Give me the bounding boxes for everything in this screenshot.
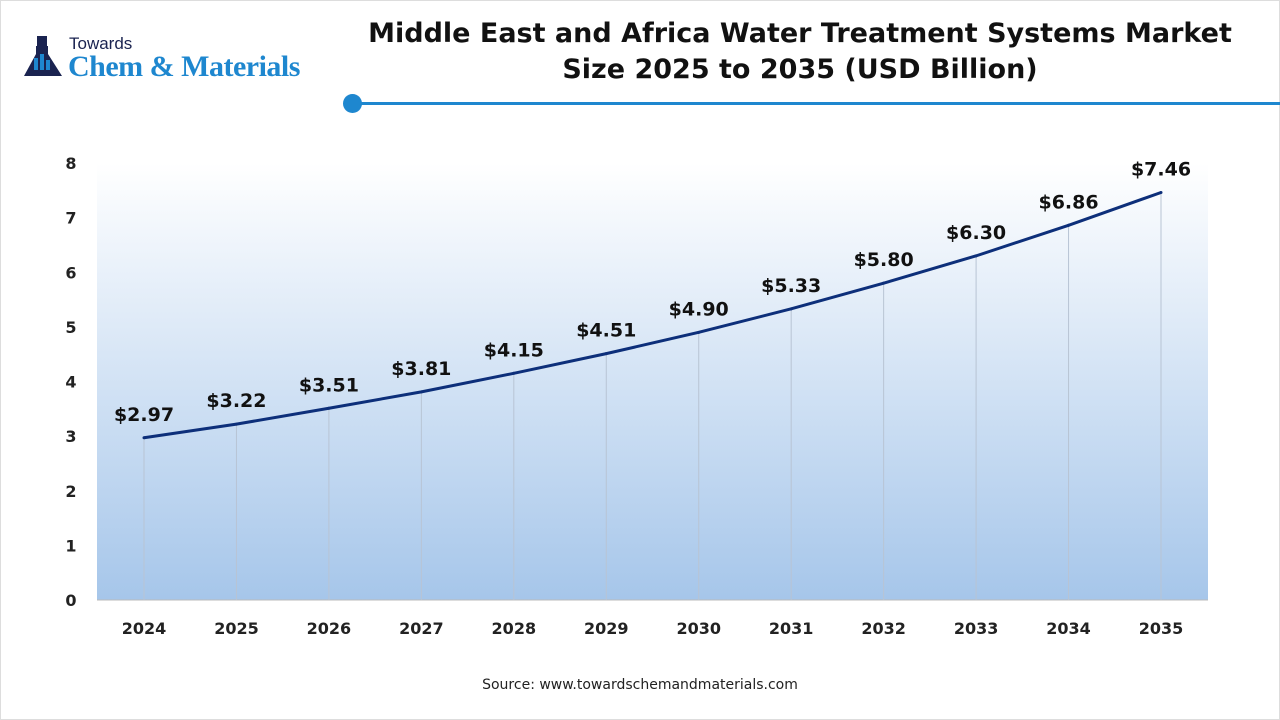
title-rule-dot bbox=[343, 94, 362, 113]
data-point bbox=[142, 436, 146, 440]
data-point bbox=[419, 390, 423, 394]
data-point bbox=[512, 371, 516, 375]
data-label: $7.46 bbox=[1131, 158, 1191, 180]
data-label: $4.15 bbox=[484, 339, 544, 361]
x-tick-label: 2033 bbox=[954, 619, 999, 638]
data-label: $6.30 bbox=[946, 222, 1006, 244]
data-label: $3.22 bbox=[206, 390, 266, 412]
data-point bbox=[1067, 223, 1071, 227]
data-point bbox=[604, 352, 608, 356]
data-label: $5.80 bbox=[854, 249, 914, 271]
y-tick-label: 2 bbox=[65, 482, 76, 501]
plot-area bbox=[97, 163, 1208, 600]
data-label: $3.51 bbox=[299, 374, 359, 396]
source-note: Source: www.towardschemandmaterials.com bbox=[482, 677, 798, 693]
x-tick-label: 2025 bbox=[214, 619, 259, 638]
y-tick-label: 0 bbox=[65, 591, 76, 610]
logo-chem-materials: Chem & Materials bbox=[68, 50, 300, 83]
title-rule bbox=[352, 102, 1280, 105]
chart-title: Middle East and Africa Water Treatment S… bbox=[368, 18, 1232, 85]
data-label: $5.33 bbox=[761, 275, 821, 297]
data-point bbox=[327, 406, 331, 410]
x-tick-label: 2029 bbox=[584, 619, 629, 638]
logo-towards: Towards bbox=[69, 34, 133, 53]
data-point bbox=[789, 307, 793, 311]
y-tick-label: 8 bbox=[65, 154, 76, 173]
x-tick-label: 2032 bbox=[861, 619, 906, 638]
data-label: $6.86 bbox=[1038, 191, 1098, 213]
y-tick-label: 6 bbox=[65, 263, 76, 282]
x-tick-label: 2035 bbox=[1139, 619, 1184, 638]
x-tick-label: 2031 bbox=[769, 619, 814, 638]
x-tick-label: 2034 bbox=[1046, 619, 1091, 638]
y-tick-label: 5 bbox=[65, 318, 76, 337]
data-point bbox=[974, 254, 978, 258]
y-tick-label: 4 bbox=[65, 373, 76, 392]
x-tick-label: 2024 bbox=[122, 619, 167, 638]
series-line bbox=[143, 191, 1162, 440]
data-label: $4.51 bbox=[576, 320, 636, 342]
x-tick-label: 2028 bbox=[492, 619, 537, 638]
y-tick-label: 1 bbox=[65, 536, 76, 555]
data-point bbox=[234, 422, 238, 426]
data-point bbox=[697, 330, 701, 334]
data-label: $4.90 bbox=[669, 298, 729, 320]
flask-icon bbox=[24, 36, 62, 76]
y-tick-label: 7 bbox=[65, 209, 76, 228]
data-label: $2.97 bbox=[114, 404, 174, 426]
data-label: $3.81 bbox=[391, 358, 451, 380]
y-tick-label: 3 bbox=[65, 427, 76, 446]
data-point bbox=[882, 281, 886, 285]
data-point bbox=[1159, 190, 1163, 194]
x-tick-label: 2026 bbox=[307, 619, 352, 638]
x-tick-label: 2027 bbox=[399, 619, 444, 638]
x-tick-label: 2030 bbox=[676, 619, 721, 638]
